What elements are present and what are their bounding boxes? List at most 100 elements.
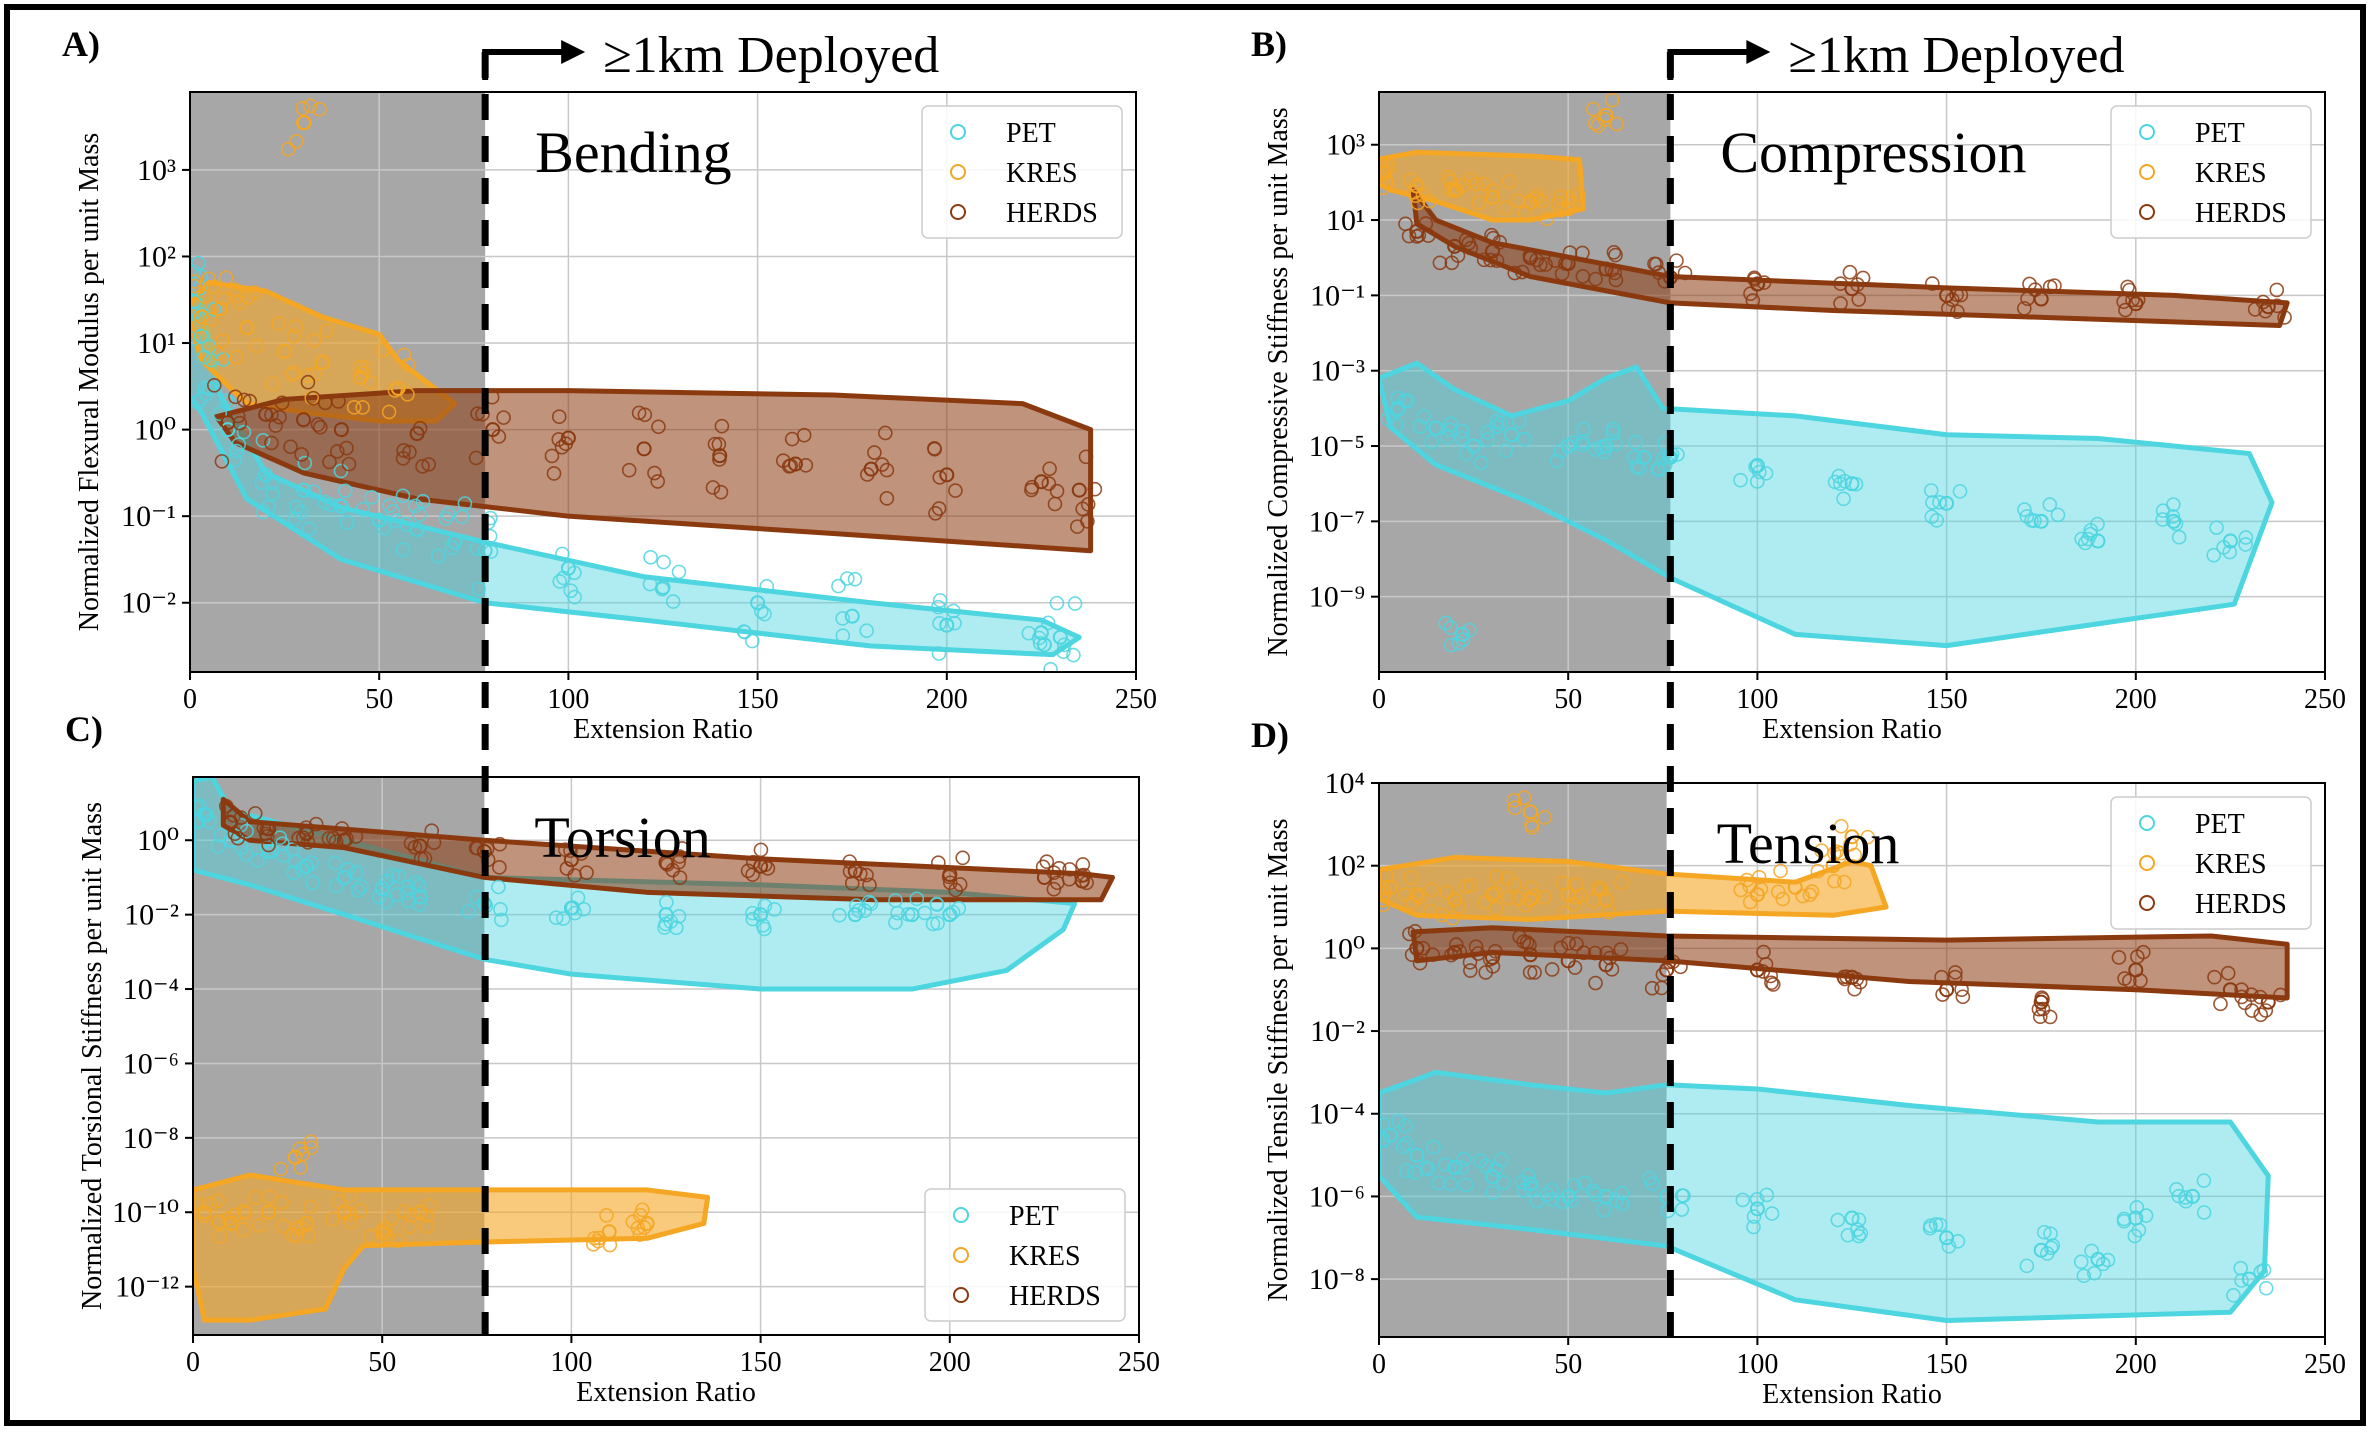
pet-marker (2238, 537, 2253, 552)
panel-b: 0 50 100 150 200 250 10⁻⁹ 10⁻⁷ 10⁻⁵ 10⁻³ 10⁻¹ 10¹ 10… (1251, 24, 2346, 745)
kres-marker (1379, 885, 1392, 901)
pet-marker (194, 391, 209, 406)
pet-point (193, 328, 209, 344)
pet-marker (1577, 1175, 1593, 1191)
herds-marker (2031, 1001, 2047, 1017)
herds-marker (1470, 946, 1486, 961)
pet-marker (471, 581, 486, 597)
pet-marker (1674, 1202, 1690, 1217)
herds-marker (227, 826, 243, 842)
pet-marker (469, 541, 485, 556)
herds-marker (1756, 944, 1771, 960)
herds-marker (1448, 937, 1464, 952)
y-tick-label: 10⁻² (121, 587, 176, 620)
kres-marker (303, 1134, 319, 1150)
legend-marker-pet (2139, 124, 2155, 140)
herds-marker (650, 474, 665, 489)
deploy-label: ≥1km Deployed (1788, 27, 2124, 84)
pet-marker (1379, 1132, 1391, 1147)
herds-point (296, 412, 312, 428)
x-tick-label: 250 (2304, 1349, 2346, 1380)
pet-marker (668, 920, 684, 936)
pet-marker (2080, 531, 2096, 547)
pet-marker (1424, 434, 1440, 450)
herds-marker (274, 395, 290, 411)
pet-marker (1830, 1212, 1846, 1228)
kres-marker (262, 1189, 277, 1205)
kres-marker (342, 1206, 358, 1222)
pet-marker (1458, 446, 1474, 461)
herds-marker (878, 425, 893, 441)
kres-point (277, 343, 293, 359)
x-tick-label: 250 (2304, 684, 2346, 715)
pet-marker (932, 593, 948, 608)
pet-marker (379, 894, 394, 910)
herds-marker (300, 374, 316, 390)
herds-marker (283, 439, 298, 455)
pet-marker (304, 855, 319, 870)
legend-marker-pet (953, 1207, 969, 1223)
pet-marker (1929, 513, 1945, 528)
pet-marker (1454, 423, 1470, 439)
kres-marker (353, 1203, 368, 1218)
herds-marker (2042, 1009, 2058, 1025)
pet-marker (349, 865, 364, 880)
panel-title: Compression (1720, 120, 2026, 185)
kres-marker (285, 1227, 300, 1243)
pet-marker (1480, 432, 1495, 448)
y-tick-label: 10³ (137, 154, 176, 187)
pet-marker (548, 910, 564, 926)
y-tick-label: 10⁻⁶ (123, 1047, 179, 1080)
herds-marker (415, 459, 430, 474)
pet-marker (1395, 1139, 1411, 1155)
herds-marker (1608, 247, 1623, 263)
herds-marker (491, 429, 507, 444)
pet-marker (563, 583, 579, 598)
pet-marker (1950, 1234, 1966, 1249)
herds-marker (2122, 973, 2137, 989)
legend-box (924, 1188, 1126, 1322)
pet-marker (1443, 416, 1459, 432)
pet-marker (390, 887, 405, 902)
herds-marker (712, 452, 727, 467)
pet-marker (1529, 1194, 1545, 1209)
herds-marker (707, 436, 723, 452)
pet-marker (863, 896, 879, 912)
pet-point (1052, 629, 1068, 645)
herds-marker (298, 825, 314, 841)
plot-area (193, 777, 1139, 1335)
pet-marker (931, 599, 946, 615)
kres-marker (1860, 829, 1876, 845)
legend-label-kres: KRES (2195, 158, 2267, 189)
kres-marker (203, 312, 219, 327)
kres-marker (1439, 885, 1454, 900)
herds-marker (1049, 483, 1065, 499)
pet-marker (2209, 520, 2224, 535)
herds-marker (842, 854, 857, 869)
x-tick-label: 100 (1736, 1349, 1778, 1380)
pet-marker (576, 901, 592, 917)
pet-marker (457, 496, 473, 511)
herds-marker (874, 457, 890, 472)
kres-point (1409, 887, 1425, 903)
herds-marker (2220, 965, 2236, 981)
herds-marker (259, 821, 275, 836)
pet-marker (412, 897, 427, 912)
herds-marker (1604, 262, 1620, 278)
pet-marker (555, 911, 571, 926)
kres-marker (273, 1161, 288, 1177)
x-tick-label: 250 (1118, 1347, 1160, 1378)
herds-marker (426, 835, 442, 850)
axes-frame (192, 776, 1140, 1336)
herds-marker (328, 834, 344, 849)
herds-marker (331, 394, 346, 409)
pet-marker (265, 486, 280, 502)
pet-marker (285, 842, 300, 857)
pet-marker (198, 386, 214, 402)
kres-marker (230, 288, 245, 304)
pet-point (1503, 427, 1519, 443)
pet-marker (1390, 390, 1406, 406)
herds-marker (1613, 942, 1629, 957)
pet-marker (2196, 1173, 2212, 1188)
kres-marker (1463, 172, 1479, 187)
